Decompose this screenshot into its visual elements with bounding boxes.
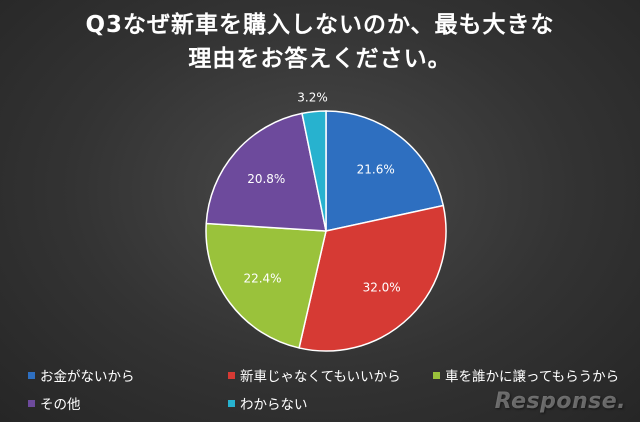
legend-item-sonota: その他	[28, 393, 81, 413]
pie-slice-2	[205, 222, 327, 349]
response-logo-watermark: Response.	[494, 389, 626, 414]
legend-label: 新車じゃなくてもいいから	[240, 369, 401, 385]
chart-title-line-2: 理由をお答えください。	[188, 46, 452, 72]
legend-label: お金がないから	[40, 369, 135, 385]
pie-data-label-1: 32.0%	[363, 280, 401, 294]
legend-label: 車を誰かに譲ってもらうから	[445, 369, 620, 385]
legend-item-shinsha: 新車じゃなくてもいいから	[228, 365, 401, 385]
chart-title: Q3なぜ新車を購入しないのか、最も大きな 理由をお答えください。	[0, 8, 640, 76]
legend-item-wakaranai: わからない	[228, 393, 308, 413]
pie-slice-0	[325, 110, 445, 232]
legend-swatch	[228, 371, 235, 379]
legend-swatch	[28, 399, 35, 407]
pie-slice-4	[301, 110, 327, 232]
pie-chart: 21.6% 32.0% 22.4% 20.8% 3.2%	[205, 91, 447, 352]
pie-data-label-2: 22.4%	[243, 271, 281, 285]
legend-item-yuzuru: 車を誰かに譲ってもらうから	[433, 365, 619, 385]
pie-data-label-3: 20.8%	[247, 172, 285, 186]
pie-data-label-0: 21.6%	[357, 162, 395, 176]
legend-label: その他	[40, 397, 81, 413]
legend-label: わからない	[240, 397, 308, 413]
pie-data-label-4: 3.2%	[297, 91, 328, 105]
legend-swatch	[433, 371, 440, 379]
legend-swatch	[228, 399, 235, 407]
pie-slice-1	[298, 204, 447, 352]
chart-title-line-1: Q3なぜ新車を購入しないのか、最も大きな	[85, 12, 555, 38]
legend-swatch	[28, 371, 35, 379]
pie-slice-3	[205, 112, 327, 232]
legend-item-okane: お金がないから	[28, 365, 135, 385]
